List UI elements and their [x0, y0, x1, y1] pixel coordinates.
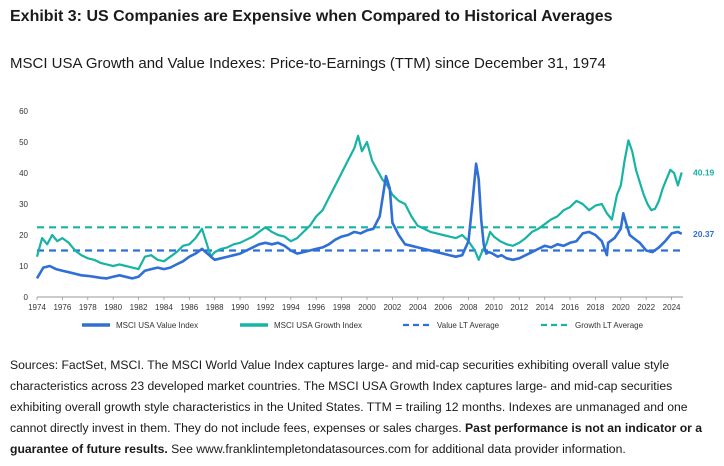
y-tick-label: 50	[19, 138, 28, 147]
x-tick-label: 2024	[663, 303, 681, 312]
msci-usa-growth-index-line	[35, 134, 683, 271]
y-tick-label: 60	[19, 107, 28, 116]
x-tick-label: 2014	[536, 303, 554, 312]
x-tick-label: 1986	[180, 303, 198, 312]
x-tick-label: 1990	[231, 303, 249, 312]
pe-ratio-line-chart: 0 10 20 30 40 50 60 1974 1976 1978 1980 1982 1984 198…	[19, 107, 715, 330]
end-value-label: 40.19	[693, 167, 715, 177]
axes: 0 10 20 30 40 50 60 1974 1976 1978 1980 1982 1984 198…	[19, 107, 683, 312]
y-tick-label: 0	[24, 293, 29, 302]
y-tick-label: 40	[19, 169, 28, 178]
series-lines	[35, 134, 683, 280]
x-tick-label: 2022	[637, 303, 655, 312]
y-tick-label: 30	[19, 200, 28, 209]
x-tick-label: 2006	[434, 303, 452, 312]
x-tick-label: 1978	[79, 303, 97, 312]
y-tick-label: 20	[19, 231, 28, 240]
y-tick-label: 10	[19, 262, 28, 271]
end-value-label: 20.37	[693, 229, 715, 239]
legend-label: Value LT Average	[437, 321, 500, 330]
x-tick-label: 1984	[155, 303, 173, 312]
footnote-trailing-text: See www.franklintempletondatasources.com…	[167, 442, 626, 456]
x-tick-label: 2008	[460, 303, 478, 312]
footnote-text: Sources: FactSet, MSCI. The MSCI World V…	[10, 358, 688, 435]
end-labels: 20.37 40.19	[693, 167, 715, 238]
x-tick-label: 1998	[333, 303, 351, 312]
exhibit-title: Exhibit 3: US Companies are Expensive wh…	[10, 8, 613, 25]
x-tick-label: 1996	[307, 303, 325, 312]
x-tick-label: 1992	[257, 303, 275, 312]
x-tick-label: 1980	[104, 303, 122, 312]
x-tick-label: 1994	[282, 303, 300, 312]
x-tick-label: 2016	[561, 303, 579, 312]
legend-label: MSCI USA Value Index	[116, 321, 198, 330]
msci-usa-value-index-line	[35, 162, 683, 280]
x-tick-label: 1988	[206, 303, 224, 312]
source-footnote: Sources: FactSet, MSCI. The MSCI World V…	[10, 355, 718, 460]
x-tick-label: 2000	[358, 303, 376, 312]
x-tick-label: 2012	[510, 303, 528, 312]
x-tick-label: 2010	[485, 303, 503, 312]
x-tick-label: 2020	[612, 303, 630, 312]
footnote-disclaimer: Past performance is not an indicator or …	[10, 421, 703, 456]
legend-label: MSCI USA Growth Index	[274, 321, 362, 330]
legend-label: Growth LT Average	[575, 321, 644, 330]
x-tick-label: 2018	[587, 303, 605, 312]
x-tick-label: 2002	[383, 303, 401, 312]
x-tick-label: 2004	[409, 303, 427, 312]
chart-title: MSCI USA Growth and Value Indexes: Price…	[10, 55, 606, 72]
legend: MSCI USA Value Index MSCI USA Growth Inde…	[82, 321, 644, 330]
x-tick-label: 1982	[130, 303, 148, 312]
x-tick-label: 1976	[53, 303, 71, 312]
x-tick-label: 1974	[28, 303, 46, 312]
